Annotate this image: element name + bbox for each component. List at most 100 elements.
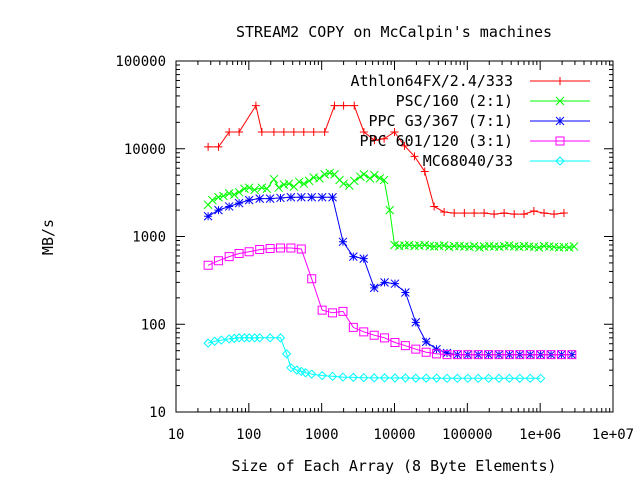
data-point <box>339 101 348 110</box>
series-1 <box>204 101 568 219</box>
data-point <box>299 179 309 189</box>
data-point <box>208 195 217 205</box>
data-point <box>504 350 514 360</box>
data-point <box>385 205 395 215</box>
data-point <box>411 344 421 354</box>
data-point <box>529 207 538 216</box>
series-layer <box>203 101 579 384</box>
legend-label: MC68040/33 <box>423 152 513 170</box>
data-point <box>525 373 535 384</box>
data-point <box>463 373 473 384</box>
data-point <box>370 136 379 145</box>
data-point <box>442 350 452 360</box>
series-4 <box>203 243 577 360</box>
legend: Athlon64FX/2.4/333 PSC/160 (2:1) PPC G3/36… <box>350 72 590 170</box>
data-point <box>234 249 244 259</box>
y-axis-label: MB/s <box>39 219 57 255</box>
data-point <box>299 128 308 137</box>
data-point <box>390 337 400 347</box>
data-point <box>411 318 421 327</box>
data-point <box>536 350 546 360</box>
data-point <box>262 184 272 194</box>
data-point <box>214 205 223 215</box>
data-point <box>265 333 275 343</box>
legend-label: PPC 601/120 (3:1) <box>359 132 513 150</box>
data-point <box>484 350 494 360</box>
data-point <box>390 373 400 383</box>
data-point <box>369 373 379 383</box>
data-point <box>450 209 459 218</box>
legend-marker <box>555 96 565 106</box>
data-point <box>515 350 525 360</box>
data-point <box>380 134 389 143</box>
data-point <box>309 128 318 137</box>
data-point <box>452 373 463 384</box>
data-point <box>330 101 339 110</box>
x-tick-label: 10 <box>168 427 185 443</box>
data-point <box>359 327 369 337</box>
data-point <box>328 192 337 202</box>
data-point <box>444 242 454 252</box>
legend-label: PPC G3/367 (7:1) <box>369 112 514 130</box>
data-point <box>269 174 279 184</box>
data-point <box>224 189 234 198</box>
data-point <box>494 350 504 360</box>
data-point <box>380 278 389 287</box>
data-point <box>401 288 410 297</box>
data-point <box>442 348 452 358</box>
data-point <box>421 337 431 347</box>
data-point <box>390 128 399 137</box>
data-point <box>257 183 267 193</box>
data-point <box>540 209 549 218</box>
data-point <box>350 101 359 110</box>
series-line <box>207 196 572 356</box>
data-point <box>315 173 324 183</box>
data-point <box>251 101 260 110</box>
data-point <box>244 247 254 257</box>
data-point <box>289 128 298 137</box>
series-5 <box>203 333 546 384</box>
chart-title: STREAM2 COPY on McCalpin's machines <box>236 23 552 41</box>
data-point <box>275 243 285 253</box>
data-point <box>338 306 348 316</box>
data-point <box>365 173 375 183</box>
data-point <box>442 373 452 384</box>
data-point <box>224 202 234 211</box>
data-point <box>379 175 389 185</box>
data-point <box>296 192 306 202</box>
data-point <box>214 142 223 151</box>
data-point <box>203 260 213 270</box>
data-point <box>535 373 546 384</box>
data-point <box>235 128 244 137</box>
data-point <box>567 350 577 360</box>
data-point <box>214 192 223 202</box>
data-point <box>404 240 414 250</box>
data-point <box>348 322 358 332</box>
data-point <box>281 349 292 359</box>
data-point <box>320 170 330 179</box>
data-point <box>234 198 244 208</box>
y-tick-label: 100000 <box>115 54 166 70</box>
data-point <box>269 128 278 137</box>
data-point <box>359 372 369 383</box>
data-point <box>490 210 499 219</box>
data-point <box>250 185 259 195</box>
x-axis-label: Size of Each Array (8 Byte Elements) <box>231 457 556 475</box>
data-point <box>275 333 286 343</box>
data-point <box>225 128 234 137</box>
data-point <box>219 191 228 201</box>
data-point <box>390 279 400 289</box>
data-point <box>294 177 304 187</box>
data-point <box>556 350 566 360</box>
data-point <box>559 209 568 218</box>
data-point <box>432 344 441 354</box>
data-point <box>307 369 317 379</box>
legend-marker <box>555 136 565 146</box>
data-point <box>432 349 442 359</box>
data-point <box>400 373 411 383</box>
y-tick-label: 10000 <box>124 142 166 158</box>
x-tick-label: 1000 <box>305 427 339 443</box>
data-point <box>473 373 483 384</box>
data-point <box>469 241 479 251</box>
data-point <box>224 334 234 344</box>
